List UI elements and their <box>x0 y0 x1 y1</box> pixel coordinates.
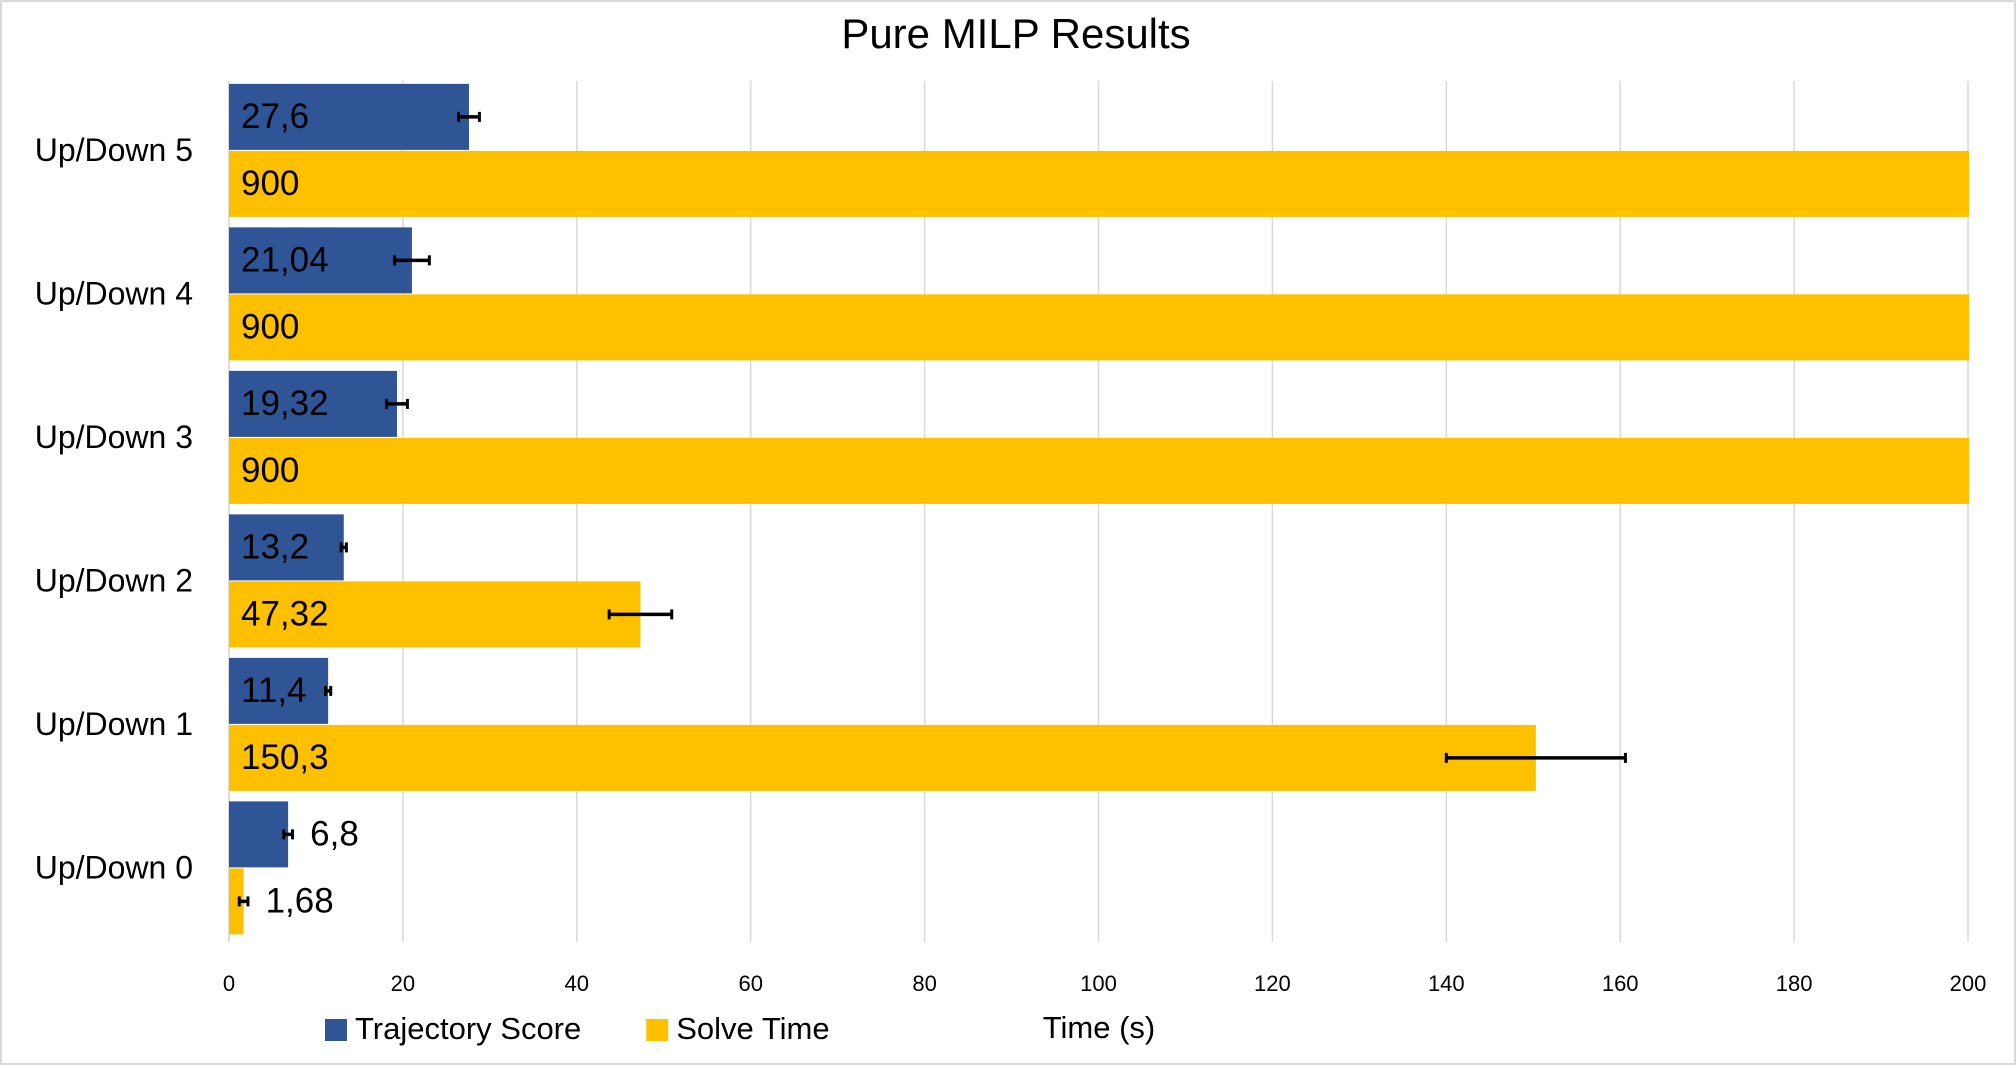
y-tick-label: Up/Down 3 <box>35 419 193 455</box>
bar <box>229 868 244 935</box>
data-label: 47,32 <box>241 595 329 634</box>
x-tick-label: 100 <box>1080 971 1117 996</box>
data-label: 27,6 <box>241 97 309 136</box>
x-tick-label: 60 <box>738 971 762 996</box>
x-tick-label: 0 <box>223 971 235 996</box>
plot-area <box>229 83 1969 935</box>
x-tick-label: 20 <box>391 971 415 996</box>
legend-label: Solve Time <box>676 1011 829 1046</box>
x-tick-label: 140 <box>1428 971 1465 996</box>
x-tick-label: 160 <box>1602 971 1639 996</box>
data-label: 11,4 <box>241 671 307 710</box>
bar <box>229 801 289 868</box>
x-tick-label: 120 <box>1254 971 1291 996</box>
x-tick-label: 40 <box>565 971 589 996</box>
bar <box>229 83 469 150</box>
data-label: 150,3 <box>241 738 329 777</box>
y-tick-label: Up/Down 2 <box>35 563 193 599</box>
x-tick-label: 180 <box>1776 971 1813 996</box>
legend-swatch <box>646 1019 669 1041</box>
bar <box>229 724 1536 791</box>
data-label: 900 <box>241 164 299 203</box>
bar <box>229 581 641 648</box>
bar <box>229 514 344 581</box>
data-label: 1,68 <box>266 882 334 921</box>
data-label: 13,2 <box>241 528 309 567</box>
x-tick-label: 200 <box>1950 971 1987 996</box>
data-label: 900 <box>241 308 299 347</box>
x-axis-label: Time (s) <box>1043 1010 1156 1045</box>
x-tick-label: 80 <box>912 971 936 996</box>
y-tick-label: Up/Down 0 <box>35 850 193 886</box>
y-tick-label: Up/Down 1 <box>35 706 193 742</box>
legend-label: Trajectory Score <box>355 1011 581 1046</box>
bar <box>229 437 1969 504</box>
data-label: 900 <box>241 451 299 490</box>
bar <box>229 150 1969 217</box>
bar <box>229 370 397 437</box>
bar <box>229 294 1969 361</box>
y-tick-label: Up/Down 5 <box>35 132 193 168</box>
chart-title: Pure MILP Results <box>841 10 1190 57</box>
data-label: 21,04 <box>241 241 329 280</box>
data-label: 19,32 <box>241 384 329 423</box>
bar <box>229 227 412 294</box>
bar <box>229 657 329 724</box>
y-tick-label: Up/Down 4 <box>35 276 193 312</box>
legend-swatch <box>325 1019 347 1041</box>
data-label: 6,8 <box>310 815 359 854</box>
